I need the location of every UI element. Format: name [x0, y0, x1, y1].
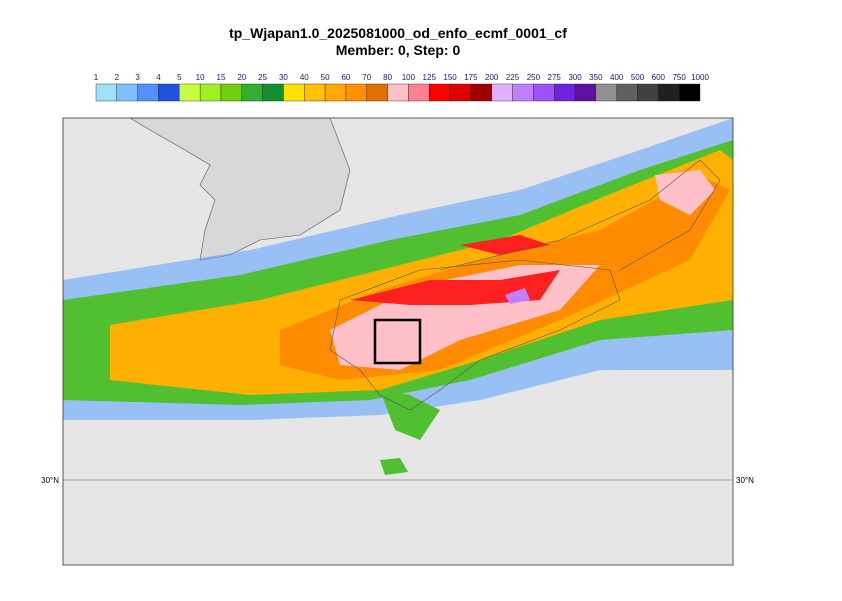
colorbar-box	[262, 83, 284, 102]
colorbar-box	[179, 83, 201, 102]
colorbar-label: 50	[321, 73, 330, 82]
lat-label: 30°N	[41, 476, 59, 485]
colorbar-box	[241, 83, 263, 102]
colorbar-label: 4	[156, 73, 161, 82]
colorbar-box	[158, 83, 180, 102]
colorbar-label: 70	[362, 73, 371, 82]
colorbar-label: 2	[115, 73, 120, 82]
rain-band	[110, 150, 733, 395]
colorbar-box	[324, 83, 347, 102]
rain-band	[380, 458, 408, 475]
colorbar-box	[283, 83, 305, 102]
map	[63, 118, 733, 565]
region-box	[373, 318, 422, 365]
colorbar-box	[95, 83, 118, 102]
colorbar-label: 40	[300, 73, 309, 82]
map-frame	[62, 117, 734, 566]
colorbar-box	[616, 83, 638, 102]
subtitle-line: Member: 0, Step: 0	[336, 42, 461, 58]
lat-label: 30°N	[736, 476, 754, 485]
rain-band	[460, 235, 550, 255]
colorbar-box	[470, 83, 492, 102]
colorbar-label: 275	[548, 73, 562, 82]
colorbar-box	[658, 83, 680, 102]
colorbar-box	[491, 83, 513, 102]
colorbar-box	[678, 83, 701, 102]
land-japan	[439, 159, 721, 271]
colorbar-label: 250	[527, 73, 541, 82]
colorbar-box	[220, 83, 242, 102]
colorbar-box	[345, 83, 367, 102]
colorbar-box	[595, 83, 617, 102]
colorbar-label: 750	[672, 73, 686, 82]
colorbar-label: 600	[652, 73, 666, 82]
rain-band	[505, 288, 530, 304]
colorbar-box	[449, 83, 472, 102]
title-line: tp_Wjapan1.0_2025081000_od_enfo_ecmf_000…	[229, 25, 567, 41]
colorbar-label: 100	[402, 73, 416, 82]
colorbar-box	[366, 83, 388, 102]
colorbar-label: 300	[568, 73, 582, 82]
colorbar-label: 1	[94, 73, 99, 82]
rain-band	[655, 170, 715, 215]
colorbar-box	[574, 83, 597, 102]
colorbar-label: 15	[217, 73, 226, 82]
land-japan	[329, 259, 621, 411]
colorbar-label: 500	[631, 73, 645, 82]
colorbar-label: 175	[464, 73, 478, 82]
colorbar-box	[533, 83, 555, 102]
colorbar-label: 10	[196, 73, 205, 82]
colorbar-label: 80	[383, 73, 392, 82]
colorbar-label: 5	[177, 73, 182, 82]
colorbar-box	[304, 83, 326, 102]
colorbar-box	[199, 83, 222, 102]
colorbar-label: 200	[485, 73, 499, 82]
colorbar-box	[512, 83, 534, 102]
colorbar-label: 3	[135, 73, 140, 82]
colorbar-label: 20	[237, 73, 246, 82]
colorbar-label: 350	[589, 73, 603, 82]
colorbar-box	[554, 83, 576, 102]
colorbar-box	[137, 83, 159, 102]
colorbar: 1 2 3 4 5 10 15 20 25 30 40 50 60 70 80 100 125 150 175 200…	[94, 73, 709, 102]
colorbar-label: 150	[443, 73, 457, 82]
colorbar-box	[387, 83, 409, 102]
colorbar-label: 60	[341, 73, 350, 82]
colorbar-box	[637, 83, 659, 102]
colorbar-box	[116, 83, 138, 102]
colorbar-label: 30	[279, 73, 288, 82]
colorbar-box	[429, 83, 451, 102]
colorbar-label: 1000	[691, 73, 709, 82]
colorbar-label: 400	[610, 73, 624, 82]
colorbar-label: 225	[506, 73, 520, 82]
colorbar-box	[408, 83, 430, 102]
colorbar-label: 125	[423, 73, 437, 82]
colorbar-label: 25	[258, 73, 267, 82]
